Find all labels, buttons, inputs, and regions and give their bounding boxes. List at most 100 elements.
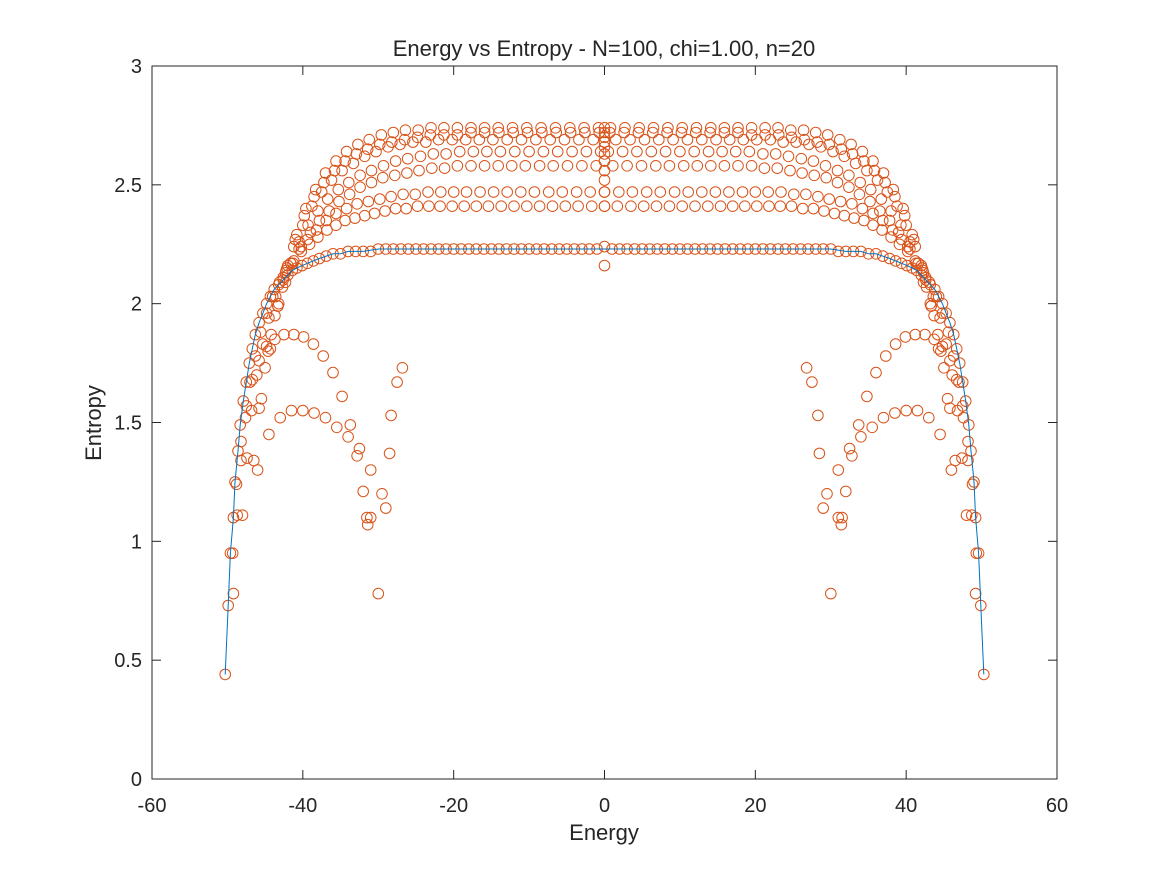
data-point [812, 409, 824, 422]
data-point [250, 369, 263, 381]
data-point [785, 131, 798, 144]
data-point [297, 219, 309, 231]
data-point [762, 186, 775, 198]
data-point [598, 136, 611, 148]
data-point [864, 195, 876, 208]
data-point [858, 214, 870, 227]
data-point [640, 186, 653, 198]
data-point [330, 219, 342, 231]
data-point [895, 233, 908, 246]
data-point [320, 250, 333, 262]
data-point [537, 145, 550, 158]
data-point [409, 188, 422, 201]
data-point [718, 122, 731, 134]
data-point [834, 195, 847, 208]
data-point [836, 511, 848, 524]
data-point [342, 431, 354, 443]
data-point [328, 164, 341, 177]
data-point [363, 133, 376, 146]
data-point [340, 145, 353, 158]
data-point [821, 488, 833, 500]
data-point [297, 331, 310, 343]
data-point [521, 126, 534, 139]
data-point [682, 186, 695, 198]
data-point [868, 164, 881, 177]
data-point [674, 145, 686, 158]
data-point [578, 122, 590, 134]
data-point [240, 376, 253, 388]
data-point [899, 331, 912, 343]
data-point [915, 259, 928, 272]
data-point [663, 160, 676, 172]
data-point [343, 188, 356, 201]
data-point [318, 176, 330, 189]
data-point [864, 183, 877, 196]
data-point [515, 186, 527, 198]
data-point [397, 188, 409, 201]
data-point [874, 205, 886, 217]
data-point [550, 126, 563, 139]
data-point [811, 136, 824, 148]
data-point [883, 214, 896, 227]
data-point [424, 129, 437, 141]
data-point [487, 186, 500, 198]
data-point [251, 464, 264, 476]
data-point [663, 200, 676, 212]
data-point [559, 200, 572, 212]
data-point [604, 122, 617, 134]
data-point [919, 328, 931, 341]
data-point [897, 202, 909, 215]
data-point [380, 502, 392, 514]
data-point [331, 421, 343, 434]
data-point [650, 200, 663, 212]
data-point [817, 502, 830, 514]
data-point [763, 200, 775, 212]
data-point [702, 145, 715, 158]
data-point [957, 411, 970, 424]
data-point [386, 136, 398, 148]
data-point [831, 164, 844, 177]
data-point [547, 160, 560, 172]
data-point [610, 133, 622, 146]
x-tick-label: 20 [744, 795, 766, 817]
data-point [573, 133, 585, 146]
data-point [729, 145, 742, 158]
data-point [487, 133, 499, 146]
data-point [260, 297, 273, 310]
data-point [317, 350, 330, 362]
data-point [846, 450, 858, 462]
data-point [944, 402, 956, 415]
fit-curve-line [224, 248, 985, 675]
data-point [389, 169, 401, 182]
data-point [633, 122, 646, 134]
data-point [946, 369, 959, 381]
data-point [809, 126, 822, 139]
data-point [465, 160, 477, 172]
data-point [771, 162, 784, 174]
data-point [260, 340, 273, 353]
data-point [474, 186, 486, 198]
data-point [775, 186, 787, 198]
data-point [690, 126, 702, 139]
data-point [401, 152, 414, 165]
data-point [235, 435, 247, 448]
data-point [784, 164, 796, 177]
data-point [227, 587, 240, 600]
data-point [263, 428, 275, 441]
data-point [528, 186, 541, 198]
data-point [962, 435, 974, 448]
data-point [495, 200, 508, 212]
data-point [354, 181, 366, 193]
data-point [383, 447, 396, 460]
data-point [278, 328, 290, 341]
data-point [867, 155, 879, 167]
data-point [625, 200, 637, 212]
data-point [323, 205, 336, 217]
data-point [470, 200, 483, 212]
data-point [788, 188, 800, 201]
data-point [795, 152, 808, 165]
data-point [889, 255, 902, 267]
data-point [506, 122, 519, 134]
data-point [309, 183, 322, 196]
